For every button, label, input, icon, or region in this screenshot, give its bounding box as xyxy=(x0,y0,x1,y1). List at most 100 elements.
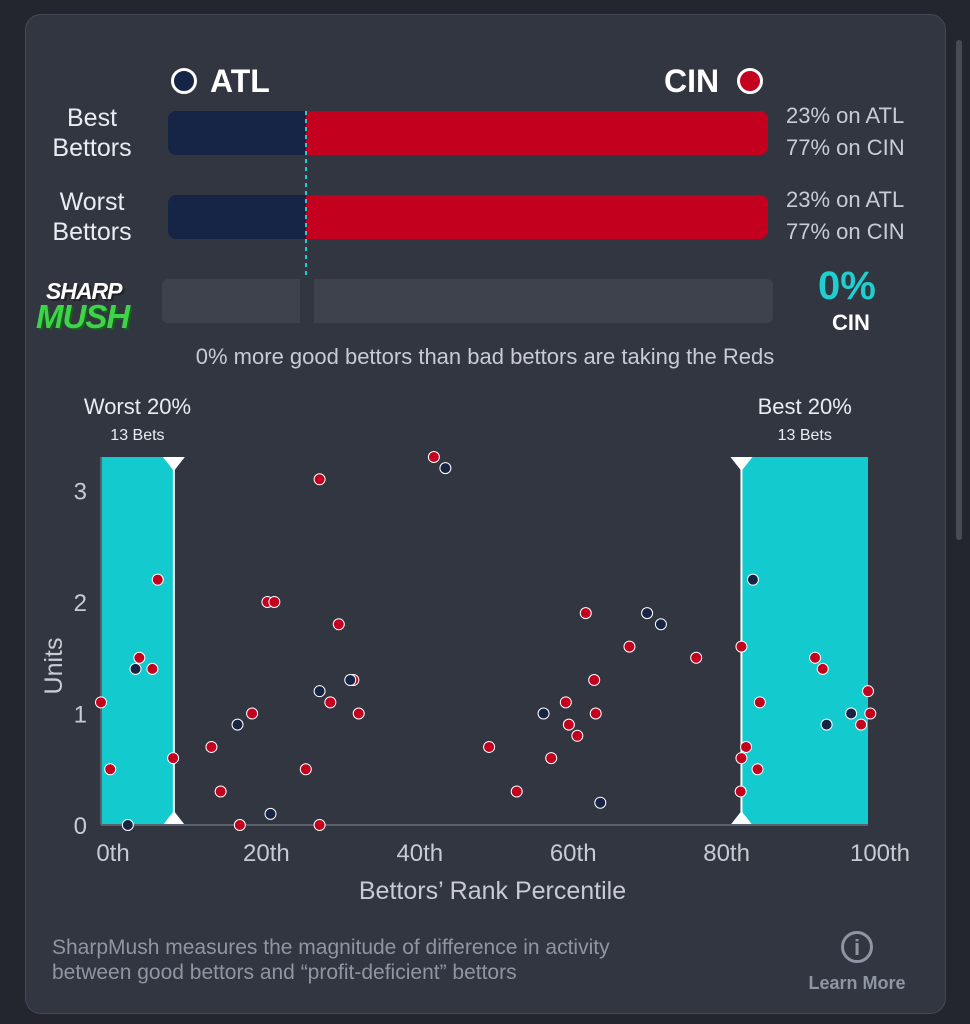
sharpmush-logo: SHARP MUSH xyxy=(34,278,154,336)
band-label-1: Best 20% xyxy=(758,394,852,419)
cin-point xyxy=(268,595,281,608)
cin-team-name: CIN xyxy=(664,63,720,99)
atl-point xyxy=(845,707,858,720)
cin-point xyxy=(133,651,146,664)
band-handle-top-1 xyxy=(730,457,753,471)
cin-point xyxy=(313,473,326,486)
track-notch xyxy=(300,279,314,323)
cin-point xyxy=(545,752,558,765)
cin-point xyxy=(562,718,575,731)
band-rect-0 xyxy=(101,457,174,825)
logo-text-mush: MUSH xyxy=(36,298,130,335)
x-axis-title: Bettors’ Rank Percentile xyxy=(359,877,626,905)
cin-point xyxy=(623,640,636,653)
atl-point xyxy=(344,674,357,687)
cin-segment xyxy=(306,195,768,239)
band-sub-0: 13 Bets xyxy=(110,427,164,444)
scrollbar[interactable] xyxy=(956,40,962,540)
best-cin-pct: 77% on CIN xyxy=(786,135,905,160)
x-tick-label: 100th xyxy=(850,840,910,867)
cin-point xyxy=(735,752,748,765)
atl-point xyxy=(121,819,134,831)
atl-point xyxy=(439,462,452,475)
sharpmush-team: CIN xyxy=(832,310,870,335)
cin-point xyxy=(151,573,164,586)
atl-point xyxy=(313,685,326,698)
cin-point xyxy=(324,696,337,709)
worst-atl-pct: 23% on ATL xyxy=(786,187,905,212)
cin-point xyxy=(246,707,259,720)
cin-point xyxy=(167,752,180,765)
worst-bettors-pct: 23% on ATL 77% on CIN xyxy=(786,184,905,248)
worst-bettors-label: Worst Bettors xyxy=(37,187,147,247)
y-tick-label: 1 xyxy=(74,701,87,728)
atl-point xyxy=(746,573,759,586)
y-tick-label: 2 xyxy=(74,590,87,617)
band-label-0: Worst 20% xyxy=(84,394,191,419)
bettor-rank-scatter-chart: Worst 20% 13 Bets Best 20% 13 Bets 0 1 2 3 0th 20… xyxy=(40,394,910,905)
split-indicator-line xyxy=(305,111,307,307)
atl-segment xyxy=(168,111,306,155)
atl-point xyxy=(129,662,142,675)
cin-point xyxy=(205,740,218,753)
cin-point xyxy=(510,785,523,798)
x-tick-label: 20th xyxy=(243,840,290,867)
cin-point xyxy=(855,718,868,731)
cin-point xyxy=(864,707,877,720)
best-atl-pct: 23% on ATL xyxy=(786,103,905,128)
cin-point xyxy=(862,685,874,698)
worst-bettors-bar xyxy=(168,195,768,239)
logo-text-sharp: SHARP xyxy=(46,278,123,304)
worst-label-line2: Bettors xyxy=(52,218,132,246)
atl-point xyxy=(820,718,833,731)
cin-point xyxy=(588,674,601,687)
cin-point xyxy=(753,696,766,709)
y-axis-title: Units xyxy=(40,638,68,695)
cin-segment xyxy=(306,111,768,155)
footer-line1: SharpMush measures the magnitude of diff… xyxy=(52,936,610,959)
cin-point xyxy=(95,696,107,709)
cin-point xyxy=(214,785,227,798)
learn-more-label: Learn More xyxy=(808,973,906,993)
band-sub-1: 13 Bets xyxy=(778,427,832,444)
atl-team-name: ATL xyxy=(210,63,270,99)
x-tick-label: 80th xyxy=(703,840,750,867)
cin-point xyxy=(734,785,747,798)
band-handle-bottom-1 xyxy=(730,811,753,825)
best-label-line2: Bettors xyxy=(52,134,132,162)
cin-point xyxy=(571,729,584,742)
best-bettors-label: Best Bettors xyxy=(37,103,147,163)
sharpmush-summary: 0% more good bettors than bad bettors ar… xyxy=(195,344,775,369)
best-label-line1: Best xyxy=(66,104,118,132)
x-tick-label: 40th xyxy=(396,840,443,867)
band-handle-top-0 xyxy=(162,457,185,471)
band-handle-bottom-0 xyxy=(162,811,185,825)
band-rect-1 xyxy=(741,457,868,825)
cin-point xyxy=(483,740,496,753)
cin-point xyxy=(104,763,117,776)
atl-point xyxy=(594,796,607,809)
cin-point xyxy=(589,707,602,720)
cin-point xyxy=(233,819,246,831)
cin-point xyxy=(299,763,312,776)
cin-team-dot xyxy=(737,68,763,94)
cin-point xyxy=(427,451,440,463)
cin-point xyxy=(816,662,829,675)
x-tick-label: 60th xyxy=(550,840,597,867)
cin-point xyxy=(579,607,592,620)
worst-label-line1: Worst xyxy=(59,188,125,216)
learn-more-button[interactable]: i Learn More xyxy=(802,931,912,994)
footer-line2: between good bettors and “profit-deficie… xyxy=(52,961,517,984)
atl-point xyxy=(641,607,654,620)
x-tick-label: 0th xyxy=(96,840,129,867)
cin-point xyxy=(332,618,345,631)
atl-point xyxy=(264,807,277,820)
y-tick-label: 3 xyxy=(74,478,87,505)
cin-point xyxy=(735,640,748,653)
best-bettors-pct: 23% on ATL 77% on CIN xyxy=(786,100,905,164)
cin-point xyxy=(313,819,326,831)
cin-point xyxy=(559,696,572,709)
cin-point xyxy=(740,740,753,753)
atl-segment xyxy=(168,195,306,239)
sharpmush-track xyxy=(162,279,773,323)
